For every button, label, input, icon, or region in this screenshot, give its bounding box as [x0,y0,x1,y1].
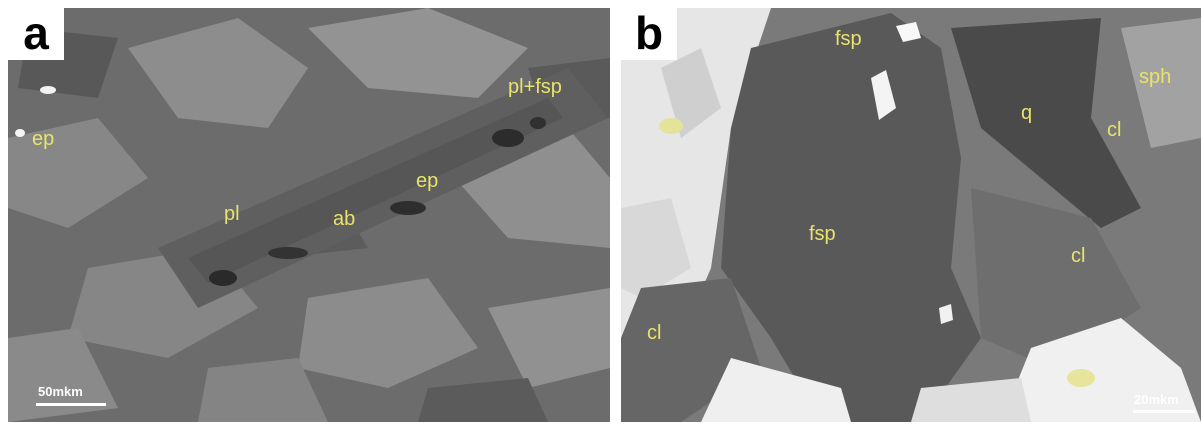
panel-b-letter: b [621,8,677,60]
panel-a-texture [8,8,610,422]
panel-a-micrograph: a ep pl+fsp pl ab ep 50mkm [8,8,610,422]
mineral-label-sph: sph [1139,66,1172,88]
scale-bar-label-a: 50mkm [38,384,83,399]
mineral-label-pl-fsp: pl+fsp [508,76,562,98]
mineral-label-pl: pl [224,203,240,225]
panel-b-micrograph: b fsp q sph cl fsp cl cl 20mkm [621,8,1201,422]
mineral-label-cl-middle: cl [1071,245,1086,267]
mineral-label-fsp-top: fsp [835,28,862,50]
mineral-label-q: q [1021,102,1033,124]
mineral-label-fsp-center: fsp [809,223,836,245]
mineral-label-cl-left: cl [647,322,662,344]
mineral-label-ab: ab [333,208,356,230]
panel-a-letter: a [8,8,64,60]
scale-bar-a [36,403,106,406]
mineral-label-cl-top: cl [1107,119,1122,141]
panel-b-texture [621,8,1201,422]
scale-bar-b [1133,410,1195,413]
scale-bar-label-b: 20mkm [1134,392,1179,407]
mineral-label-ep: ep [32,128,55,150]
mineral-label-ep-2: ep [416,170,439,192]
